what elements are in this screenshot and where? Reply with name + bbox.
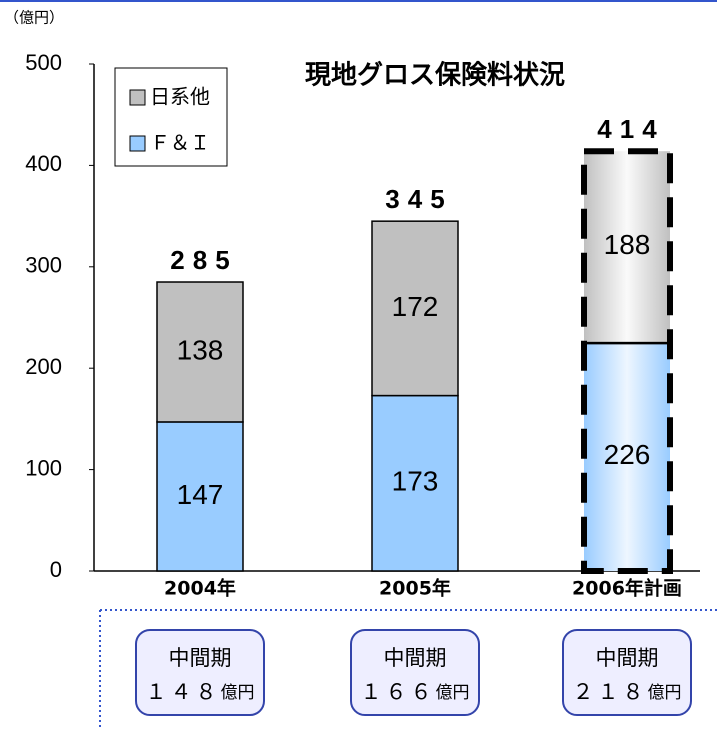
x-tick-label: 2004年 (164, 577, 236, 600)
interim-title: 中間期 (596, 646, 659, 670)
x-tick-label: 2005年 (379, 577, 451, 600)
x-tick-label: 2006年計画 (572, 577, 682, 600)
data-label: 172 (392, 291, 439, 322)
interim-value-label: ２１８ (573, 680, 648, 704)
bar-segment (371, 220, 459, 397)
bar-segment (156, 421, 244, 572)
y-tick-label: 500 (25, 50, 62, 75)
unit-label: （億円） (4, 9, 64, 27)
legend (114, 67, 228, 167)
interim-unit: 億円 (648, 683, 682, 703)
interim-value: ２１８億円 (573, 680, 682, 704)
interim-box (135, 629, 265, 716)
total-label: 414 (597, 114, 664, 144)
interim-value: １４８億円 (146, 680, 255, 704)
interim-box (350, 629, 480, 716)
interim-value: １６６億円 (361, 680, 470, 704)
data-label: 173 (392, 466, 439, 497)
interim-title: 中間期 (169, 646, 232, 670)
interim-value-label: １６６ (361, 680, 436, 704)
y-tick-label: 100 (25, 455, 62, 480)
legend-label: 日系他 (150, 85, 210, 109)
data-label: 188 (604, 229, 651, 260)
plan-outline (581, 148, 673, 574)
bar-segment (371, 394, 459, 572)
y-tick-label: 400 (25, 151, 62, 176)
total-label: 345 (385, 184, 452, 214)
legend-label: Ｆ＆Ｉ (150, 131, 210, 155)
interim-value-label: １４８ (146, 680, 221, 704)
y-tick-label: 200 (25, 354, 62, 379)
data-label: 147 (177, 479, 224, 510)
legend-swatch (129, 135, 146, 152)
bar-segment (156, 281, 244, 423)
chart-title: 現地グロス保険料状況 (305, 60, 565, 91)
y-tick-label: 300 (25, 253, 62, 278)
total-label: 285 (170, 245, 237, 275)
bar-segment (584, 341, 670, 571)
data-label: 226 (604, 439, 651, 470)
bar-segment (584, 151, 670, 342)
interim-box (562, 629, 692, 716)
y-tick-label: 0 (50, 557, 62, 582)
interim-title: 中間期 (384, 646, 447, 670)
legend-swatch (129, 89, 146, 106)
data-label: 138 (177, 334, 224, 365)
interim-unit: 億円 (221, 683, 255, 703)
interim-unit: 億円 (436, 683, 470, 703)
